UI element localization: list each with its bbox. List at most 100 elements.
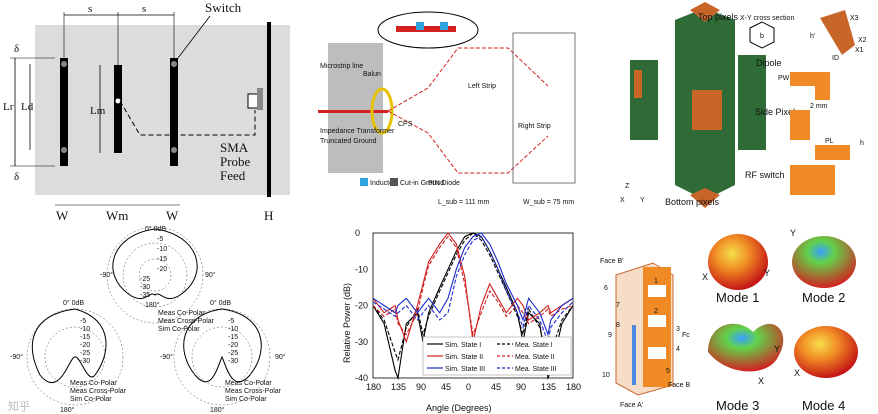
mode4-axis-x: X — [794, 368, 800, 378]
polar2-tick-4: -25 — [80, 350, 90, 357]
polar2-top-label: 0° 0dB — [63, 299, 84, 307]
label-right-strip: Right Strip — [518, 123, 551, 130]
bottom-pixels — [690, 188, 720, 208]
label-face-b-top: Face B' — [600, 258, 624, 265]
left-reflector-strip — [60, 58, 68, 166]
label-fc: Fc — [682, 332, 690, 339]
label-s2: s — [142, 3, 146, 15]
x-tick-7: 135 — [541, 382, 556, 392]
label-n2: 2 — [654, 308, 658, 315]
polar-plot-2: 0° 0dB -90° -5 -10 -15 -20 -25 -30 180° … — [10, 299, 127, 414]
label-balun: Balun — [363, 71, 381, 78]
polar3-bottom-label: 180° — [210, 406, 225, 414]
y-tick-2: -20 — [355, 301, 368, 311]
x-tick-1: 135 — [391, 382, 406, 392]
polar1-bottom-label: 180° — [145, 301, 160, 309]
polar3-tick-5: -30 — [228, 358, 238, 365]
label-bottom-pixels: Bottom pixels — [665, 197, 720, 207]
label-s1: s — [88, 3, 92, 15]
label-face-b: Face B — [668, 382, 691, 389]
relative-power-chart: Angle (Degrees) Relative Power (dB) 180 … — [342, 228, 581, 413]
x-tick-3: 45 — [441, 382, 451, 392]
legend-sim-3: Sim. State III — [445, 366, 485, 373]
y-tick-1: -10 — [355, 264, 368, 274]
antenna-layout-drawing: s s Switch Lr Ld δ δ Lm SMA Probe Feed W… — [3, 0, 290, 223]
series-line-1 — [372, 232, 574, 362]
label-n8: 8 — [616, 322, 620, 329]
polar1-tick-5: -30 — [140, 284, 150, 291]
y-axis-label: Relative Power (dB) — [342, 283, 352, 363]
polar3-tick-4: -25 — [228, 350, 238, 357]
polar1-tick-2: -15 — [157, 256, 167, 263]
polar-patterns-drawing: 0° 0dB -90° 90° -5 -10 -15 -20 -25 -30 -… — [8, 225, 286, 414]
sma-connector — [247, 93, 259, 109]
right-strip-path — [387, 110, 549, 174]
side-view-board — [267, 22, 271, 197]
label-n7: 7 — [616, 302, 620, 309]
label-ld: Ld — [21, 101, 34, 113]
series-line-3 — [372, 235, 574, 337]
mode3-pattern — [708, 323, 784, 372]
label-sma: SMA — [220, 140, 249, 155]
label-axis-x: X — [620, 197, 625, 204]
balun — [370, 87, 394, 135]
polar1-tick-3: -20 — [157, 266, 167, 273]
x-tick-6: 90 — [516, 382, 526, 392]
polar3-tick-2: -15 — [228, 334, 238, 341]
label-h-prime: h' — [810, 33, 815, 40]
x-tick-2: 90 — [416, 382, 426, 392]
x-tick-5: 45 — [491, 382, 501, 392]
polar1-tick-1: -10 — [157, 246, 167, 253]
truncated-ground — [328, 43, 383, 173]
mode1-pattern — [708, 234, 768, 290]
legend-sim-2: Sim. State II — [445, 354, 483, 361]
microstrip-line — [318, 110, 388, 113]
label-feed: Feed — [220, 168, 246, 183]
feed-point — [115, 98, 121, 104]
modes-panel: Mode 1 Mode 2 Mode 3 Mode 4 X Y Y X Y X — [698, 222, 878, 414]
legend-mea-2: Mea. State II — [515, 354, 555, 361]
mode2-label: Mode 2 — [802, 290, 845, 305]
pixel-antenna-drawing: Face B' Face A' Face B Fc 6 7 8 9 10 1 2… — [600, 258, 691, 409]
label-w2: W — [166, 208, 179, 223]
label-h: h — [860, 140, 864, 147]
mode1-axis-y: Y — [764, 268, 770, 278]
polar1-top-label: 0° 0dB — [145, 225, 166, 233]
legend-sim-1: Sim. State I — [445, 342, 481, 349]
left-strip-path — [387, 47, 549, 112]
polar2-tick-5: -30 — [80, 358, 90, 365]
x-axis-label: Angle (Degrees) — [426, 403, 492, 413]
legend-mea-3: Mea. State III — [515, 366, 557, 373]
polar1-left-label: -90° — [100, 271, 113, 279]
chart-legend: Sim. State I Mea. State I Sim. State II … — [422, 336, 572, 376]
label-top-pixels: Top pixels — [698, 12, 739, 22]
legend-mea-1: Mea. State I — [515, 342, 553, 349]
label-microstrip-line: Microstrip line — [320, 63, 363, 70]
polar2-legend-0: Meas Co-Polar — [70, 380, 117, 387]
label-id: ID — [832, 55, 839, 62]
label-x1: X1 — [855, 47, 864, 54]
label-x2: X2 — [858, 37, 867, 44]
label-switch: Switch — [205, 0, 242, 15]
label-dipole: Dipole — [756, 58, 782, 68]
mode1-label: Mode 1 — [716, 290, 759, 305]
label-rf-switch: RF switch — [745, 170, 785, 180]
mode1-axis-x: X — [702, 272, 708, 282]
middle-dipole-strip — [114, 65, 122, 153]
series-lines — [372, 232, 574, 381]
polar1-tick-0: -5 — [157, 236, 163, 243]
label-b: b — [760, 33, 764, 40]
y-tick-0: 0 — [355, 228, 360, 238]
mode2-pattern — [792, 236, 856, 288]
polar1-legend-0: Meas Co-Polar — [158, 310, 205, 317]
label-delta-bot: δ — [14, 171, 19, 183]
label-n5: 5 — [666, 368, 670, 375]
mode2-axis-y: Y — [790, 228, 796, 238]
label-truncated-ground: Truncated Ground — [320, 138, 377, 145]
label-pl: PL — [825, 138, 834, 145]
label-n9: 9 — [608, 332, 612, 339]
x-tick-0: 180 — [366, 382, 381, 392]
polar3-tick-1: -10 — [228, 326, 238, 333]
polar-plot-3: 0° 0dB -90° 90° -5 -10 -15 -20 -25 -30 1… — [160, 299, 286, 414]
label-x3: X3 — [850, 15, 859, 22]
